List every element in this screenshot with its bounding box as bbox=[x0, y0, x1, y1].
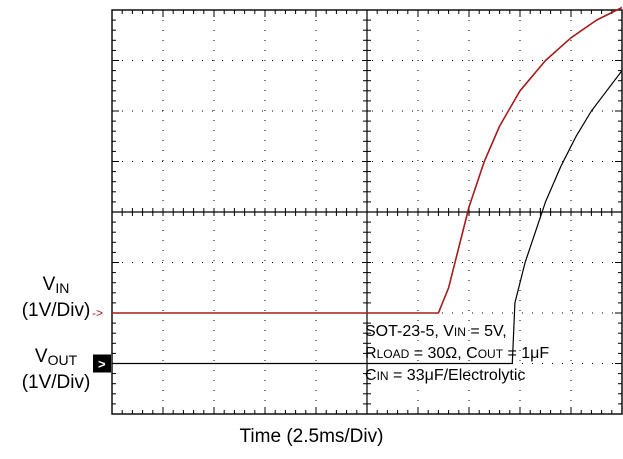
test-condition-subscript: LOAD bbox=[376, 347, 410, 361]
series-line-vin bbox=[112, 6, 623, 314]
test-condition-text: = 1μF bbox=[503, 345, 550, 362]
test-condition-line: SOT-23-5, VIN = 5V, bbox=[365, 321, 549, 343]
vout-label-main: V bbox=[34, 346, 48, 367]
vout-label: VOUT bbox=[0, 346, 112, 371]
test-condition-line: CIN = 33μF/Electrolytic bbox=[365, 365, 549, 387]
test-condition-text: = 30Ω, C bbox=[409, 345, 478, 362]
vout-scale-label: (1V/Div) bbox=[21, 372, 91, 393]
vout-channel-marker-box bbox=[93, 354, 111, 373]
test-conditions-note: SOT-23-5, VIN = 5V, RLOAD = 30Ω, COUT = 1… bbox=[365, 321, 549, 387]
test-condition-text: SOT-23-5, V bbox=[365, 323, 454, 340]
vin-scale-label: (1V/Div) bbox=[21, 300, 91, 321]
vout-label-sub: OUT bbox=[47, 352, 78, 368]
vin-label-sub: IN bbox=[55, 280, 70, 296]
x-axis-label: Time (2.5ms/Div) bbox=[239, 426, 384, 447]
vin-label-main: V bbox=[42, 274, 56, 295]
test-condition-line: RLOAD = 30Ω, COUT = 1μF bbox=[365, 343, 549, 365]
test-condition-subscript: IN bbox=[453, 325, 466, 339]
test-condition-subscript: OUT bbox=[477, 347, 504, 361]
vin-label: VIN bbox=[0, 274, 112, 299]
test-condition-text: = 33μF/Electrolytic bbox=[388, 367, 526, 384]
vout-channel-marker: > bbox=[98, 357, 106, 372]
test-condition-subscript: IN bbox=[376, 369, 389, 383]
vin-channel-marker: -> bbox=[92, 306, 103, 320]
test-condition-text: C bbox=[365, 367, 377, 384]
series-line-vout bbox=[112, 70, 623, 365]
test-condition-text: R bbox=[365, 345, 377, 362]
test-condition-text: = 5V, bbox=[465, 323, 507, 340]
